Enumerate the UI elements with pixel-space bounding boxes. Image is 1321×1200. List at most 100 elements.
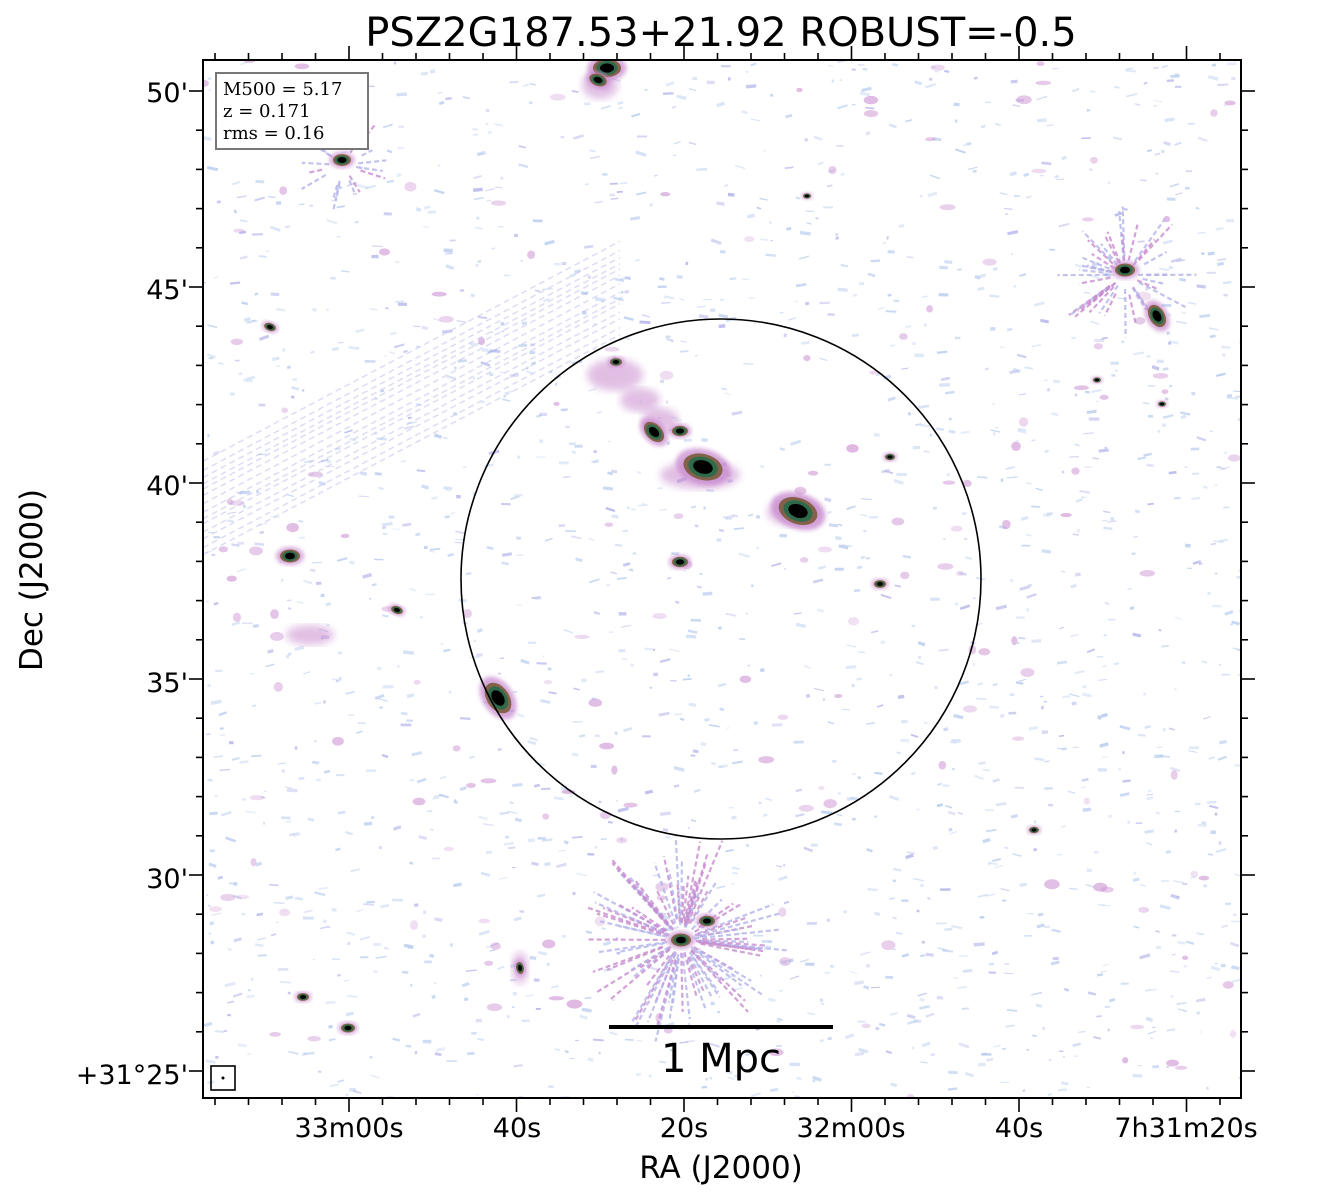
noise-speckle [325, 1000, 336, 1005]
noise-speckle [315, 778, 321, 782]
noise-speckle [953, 713, 964, 720]
noise-speckle [936, 427, 944, 432]
noise-speckle [471, 1031, 477, 1035]
source-core [877, 582, 883, 586]
noise-speckle [504, 835, 510, 839]
noise-speckle [982, 837, 991, 844]
source-core [887, 455, 893, 459]
sidelobe [698, 902, 734, 929]
noise-speckle [548, 1085, 554, 1088]
noise-speckle [1210, 542, 1216, 546]
noise-speckle [607, 820, 613, 824]
sidelobe [656, 959, 677, 1026]
noise-blob [939, 204, 956, 211]
noise-speckle [1110, 361, 1120, 365]
noise-speckle [838, 523, 843, 527]
noise-speckle [423, 205, 431, 210]
noise-speckle [409, 983, 413, 987]
noise-speckle [785, 113, 793, 119]
noise-speckle [574, 444, 583, 448]
sidelobe [684, 889, 702, 928]
noise-speckle [889, 795, 900, 801]
noise-speckle [822, 697, 826, 701]
noise-speckle [1231, 920, 1241, 923]
noise-speckle [631, 112, 641, 118]
noise-speckle [1084, 390, 1090, 394]
noise-speckle [756, 206, 762, 210]
noise-speckle [769, 93, 774, 97]
noise-speckle [534, 289, 541, 293]
noise-blob [652, 612, 667, 620]
noise-speckle [828, 523, 839, 528]
noise-speckle [1224, 902, 1232, 906]
noise-speckle [644, 789, 654, 795]
noise-speckle [284, 786, 292, 790]
noise-speckle [1082, 807, 1092, 812]
noise-speckle [659, 811, 671, 817]
noise-speckle [738, 1065, 745, 1069]
noise-speckle [431, 994, 437, 1000]
noise-speckle [1034, 757, 1045, 762]
sidelobe [639, 891, 669, 925]
noise-blob [235, 894, 250, 900]
noise-speckle [477, 1037, 485, 1042]
noise-speckle [579, 1014, 588, 1020]
noise-speckle [312, 958, 315, 961]
sidelobe [656, 890, 675, 925]
noise-speckle [390, 331, 397, 336]
noise-speckle [934, 685, 938, 690]
noise-speckle [594, 459, 600, 464]
source-core [1160, 402, 1164, 406]
noise-speckle [352, 192, 358, 196]
noise-speckle [1214, 812, 1218, 816]
noise-speckle [929, 433, 933, 437]
noise-speckle [1126, 67, 1133, 71]
noise-speckle [676, 275, 683, 279]
noise-speckle [1019, 273, 1027, 277]
sidelobe [332, 180, 341, 210]
noise-speckle [252, 233, 263, 236]
noise-speckle [1103, 634, 1107, 637]
noise-speckle [290, 385, 300, 391]
sidelobe [685, 860, 708, 923]
noise-speckle [563, 840, 569, 845]
noise-speckle [1209, 430, 1214, 433]
noise-blob [452, 745, 461, 752]
noise-speckle [388, 515, 395, 519]
noise-speckle [911, 772, 916, 776]
streak [203, 274, 621, 497]
noise-speckle [531, 596, 541, 599]
noise-speckle [1060, 570, 1066, 573]
noise-speckle [1027, 912, 1034, 915]
noise-blob [1222, 981, 1234, 989]
noise-speckle [1102, 963, 1109, 967]
noise-speckle [303, 459, 313, 464]
noise-blob [203, 79, 209, 88]
y-tick-label: 50' [146, 78, 188, 109]
noise-speckle [1133, 871, 1137, 875]
noise-speckle [1004, 208, 1013, 210]
info-mass: M500 = 5.17 [223, 79, 342, 100]
noise-speckle [512, 867, 516, 869]
noise-speckle [1086, 1086, 1090, 1089]
noise-speckle [273, 902, 285, 904]
noise-speckle [1078, 1030, 1086, 1034]
noise-speckle [1174, 829, 1178, 833]
noise-speckle [341, 270, 350, 273]
noise-speckle [330, 276, 336, 280]
noise-speckle [254, 196, 266, 202]
noise-speckle [1025, 533, 1032, 537]
noise-speckle [954, 602, 959, 606]
noise-speckle [1157, 429, 1161, 433]
noise-speckle [254, 292, 259, 296]
noise-speckle [1048, 248, 1056, 251]
noise-speckle [623, 316, 634, 322]
noise-speckle [986, 1057, 994, 1062]
noise-speckle [636, 191, 647, 196]
noise-speckle [989, 705, 1000, 709]
noise-speckle [1176, 1001, 1187, 1006]
noise-speckle [242, 504, 247, 509]
noise-speckle [433, 189, 445, 195]
noise-speckle [1108, 814, 1113, 818]
noise-speckle [357, 722, 366, 725]
